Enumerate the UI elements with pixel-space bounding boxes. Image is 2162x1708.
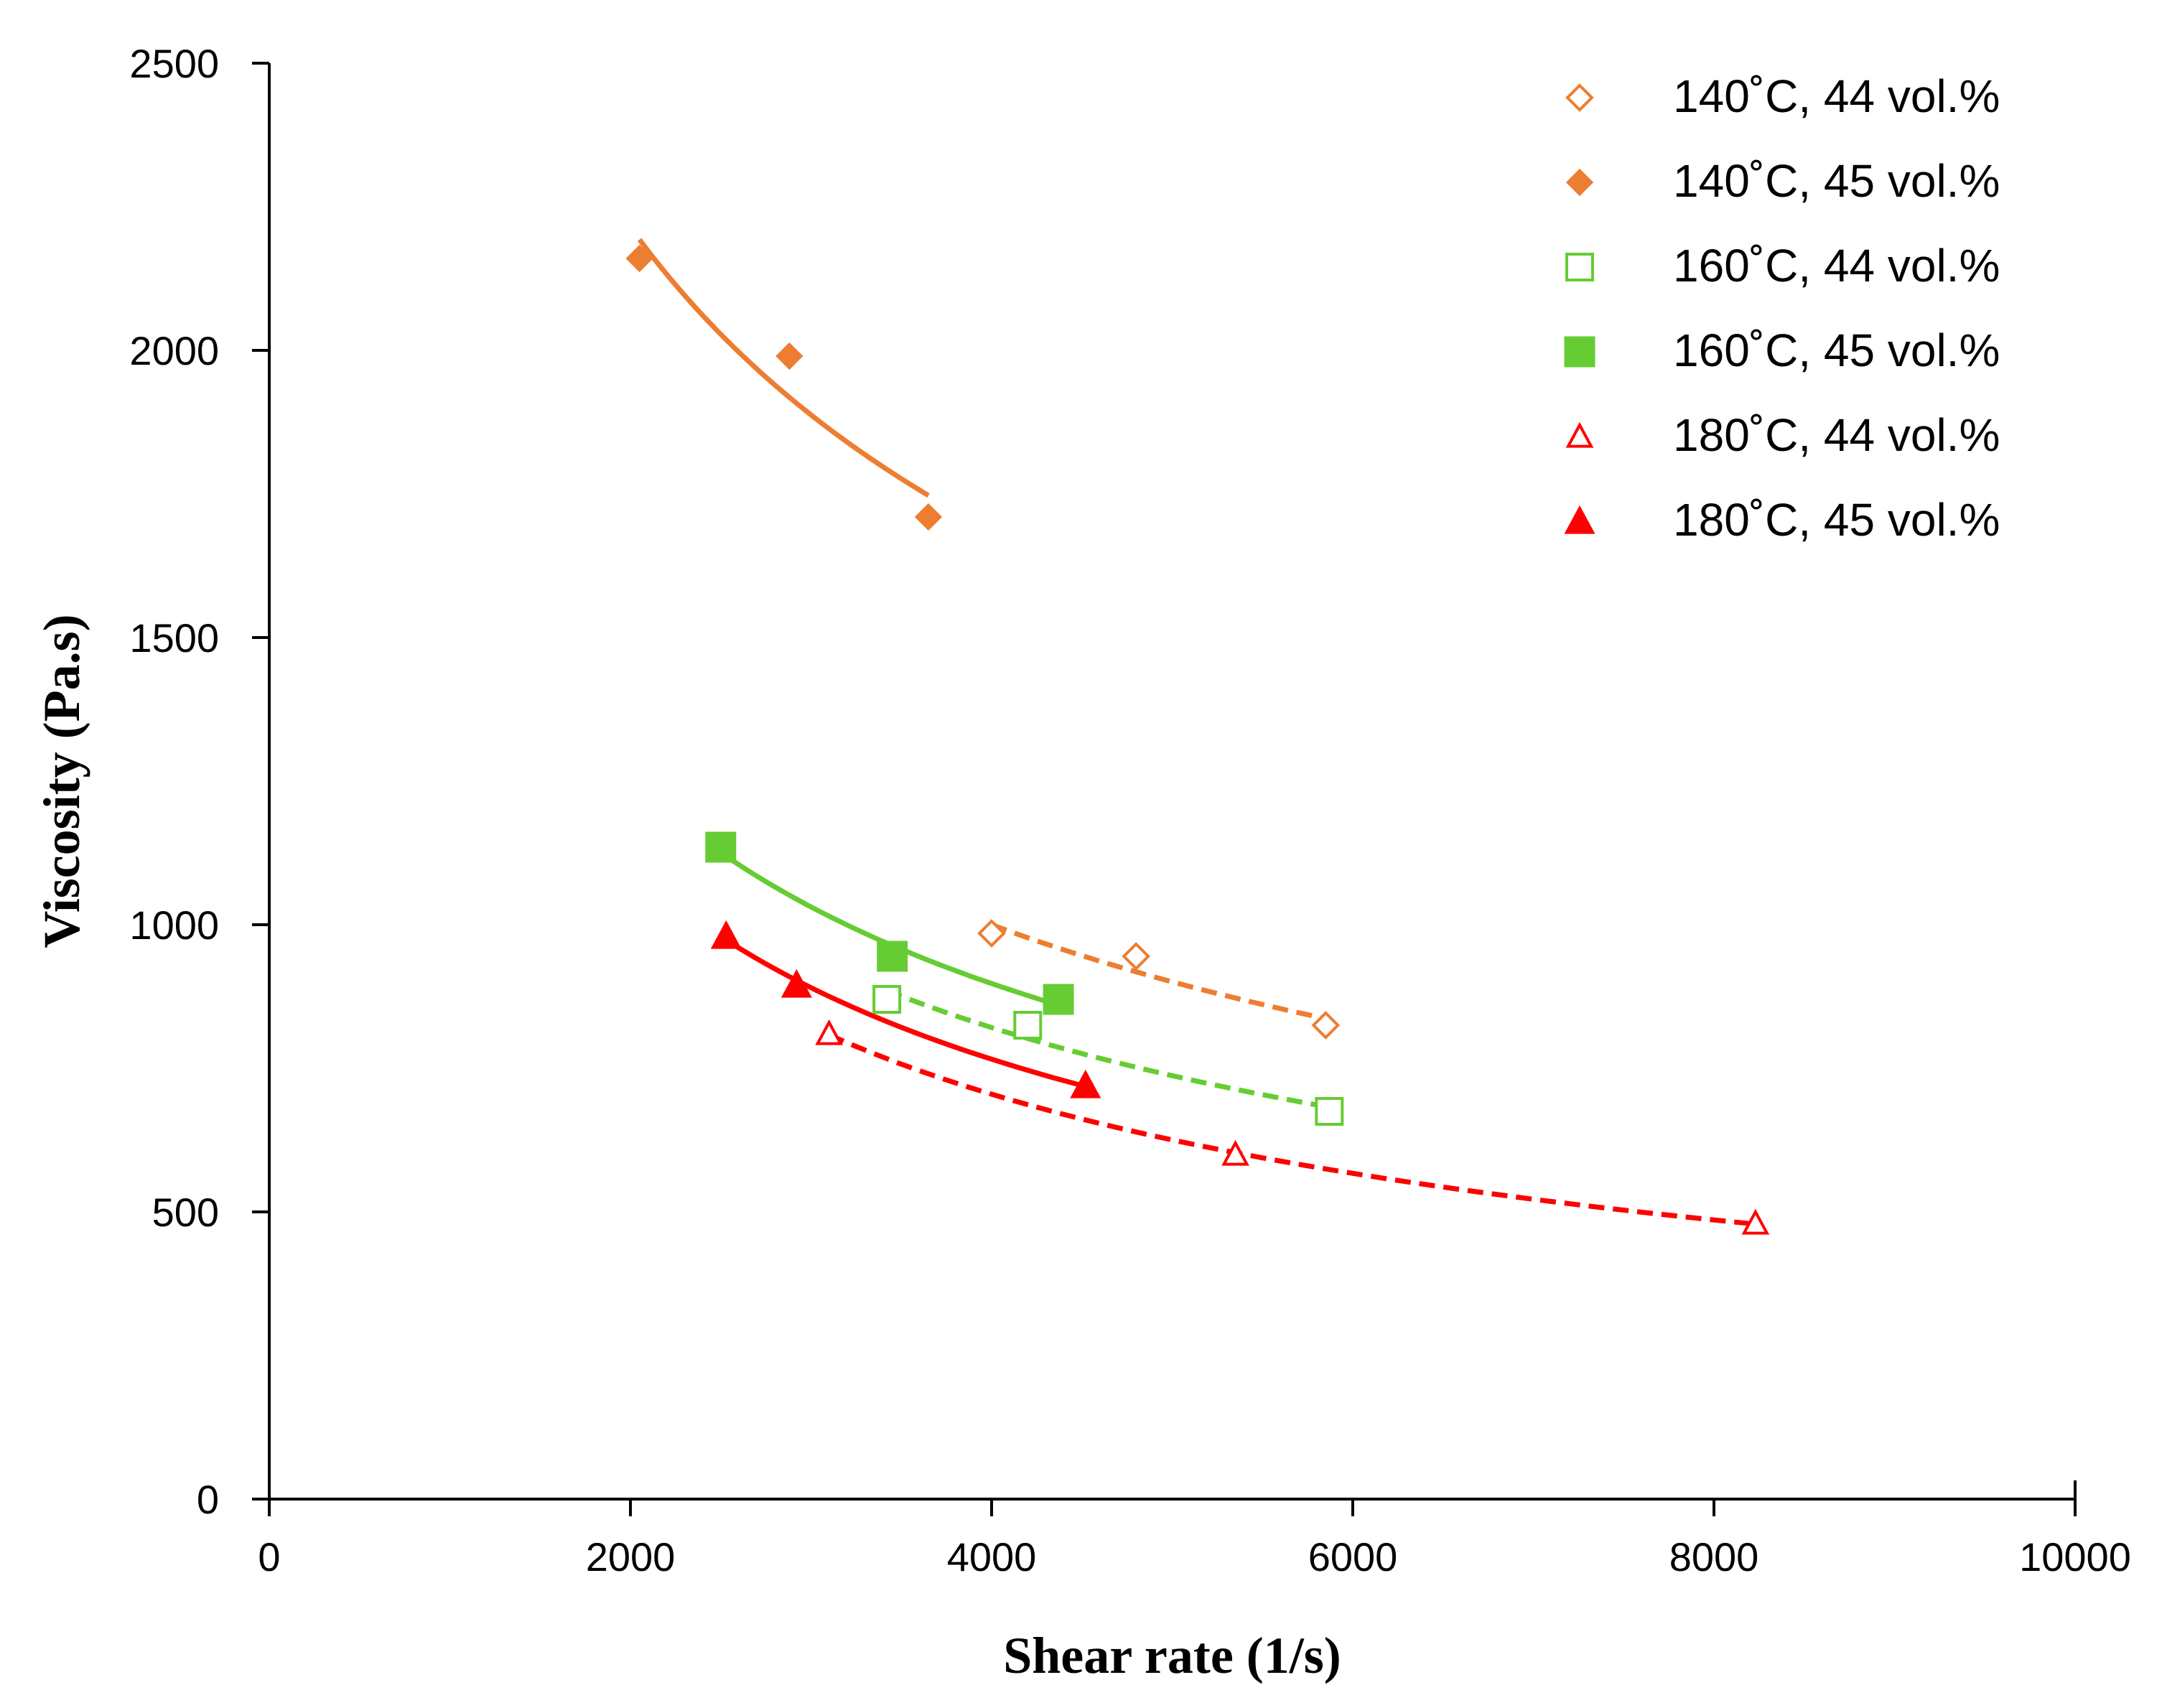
x-tick-label: 8000 [1669, 1534, 1759, 1579]
data-point-series-3 [872, 985, 902, 1014]
legend-marker-1 [1565, 83, 1594, 112]
y-tick-label: 2000 [129, 328, 219, 373]
fit-line-series-6 [724, 938, 1086, 1089]
y-tick-label: 2500 [129, 41, 219, 86]
x-tick-label: 4000 [947, 1534, 1037, 1579]
data-point-series-6 [710, 920, 742, 949]
legend-label-4: 160˚C, 45 vol.% [1673, 325, 2000, 376]
data-point-series-2 [914, 503, 943, 531]
x-axis-title: Shear rate (1/s) [1003, 1627, 1341, 1684]
legend-marker-5 [1565, 421, 1594, 448]
y-ticks: 0 500 1000 1500 2000 2500 [129, 41, 269, 1522]
legend-label-6: 180˚C, 45 vol.% [1673, 494, 2000, 546]
axes: 0 2000 4000 6000 8000 10000 0 500 1000 1500 2000 2… [129, 41, 2130, 1579]
y-tick-label: 500 [152, 1190, 219, 1235]
data-point-series-4 [877, 941, 908, 972]
x-tick-label: 6000 [1308, 1534, 1398, 1579]
data-point-series-3 [1013, 1011, 1043, 1040]
data-point-series-3 [1315, 1097, 1344, 1126]
data-point-series-1 [977, 919, 1006, 948]
fit-line-series-3 [885, 988, 1330, 1110]
fit-line-series-5 [828, 1032, 1756, 1227]
data-point-series-4 [705, 831, 737, 863]
y-tick-label: 0 [197, 1477, 219, 1522]
legend-marker-6 [1564, 505, 1595, 534]
data-point-series-5 [1221, 1139, 1249, 1166]
x-tick-label: 2000 [586, 1534, 676, 1579]
legend-marker-2 [1565, 168, 1594, 197]
fit-line-series-1 [990, 922, 1327, 1022]
fit-lines [637, 238, 1756, 1227]
y-tick-label: 1000 [129, 902, 219, 948]
data-point-series-5 [1741, 1208, 1770, 1235]
fit-line-series-4 [719, 850, 1060, 1008]
data-markers [625, 244, 1770, 1235]
data-point-series-6 [1070, 1069, 1101, 1098]
fit-line-series-2 [637, 238, 930, 498]
legend-label-2: 140˚C, 45 vol.% [1673, 155, 2000, 207]
y-axis-title: Viscosity (Pa.s) [33, 614, 90, 948]
data-point-series-2 [625, 244, 653, 273]
legend: 140˚C, 44 vol.% 140˚C, 45 vol.% 160˚C, 44 … [1564, 70, 2000, 546]
x-tick-label: 10000 [2019, 1534, 2131, 1579]
data-point-series-4 [1043, 984, 1074, 1015]
data-point-series-1 [1311, 1011, 1341, 1040]
legend-marker-3 [1565, 253, 1594, 281]
x-tick-label: 0 [258, 1534, 280, 1579]
legend-label-1: 140˚C, 44 vol.% [1673, 70, 2000, 122]
data-point-series-1 [1122, 942, 1151, 971]
legend-label-5: 180˚C, 44 vol.% [1673, 409, 2000, 461]
x-ticks: 0 2000 4000 6000 8000 10000 [258, 1499, 2131, 1579]
data-point-series-6 [781, 969, 812, 998]
legend-label-3: 160˚C, 44 vol.% [1673, 240, 2000, 291]
data-point-series-2 [775, 342, 803, 370]
legend-marker-4 [1564, 336, 1595, 368]
y-tick-label: 1500 [129, 615, 219, 661]
data-point-series-5 [815, 1019, 844, 1045]
